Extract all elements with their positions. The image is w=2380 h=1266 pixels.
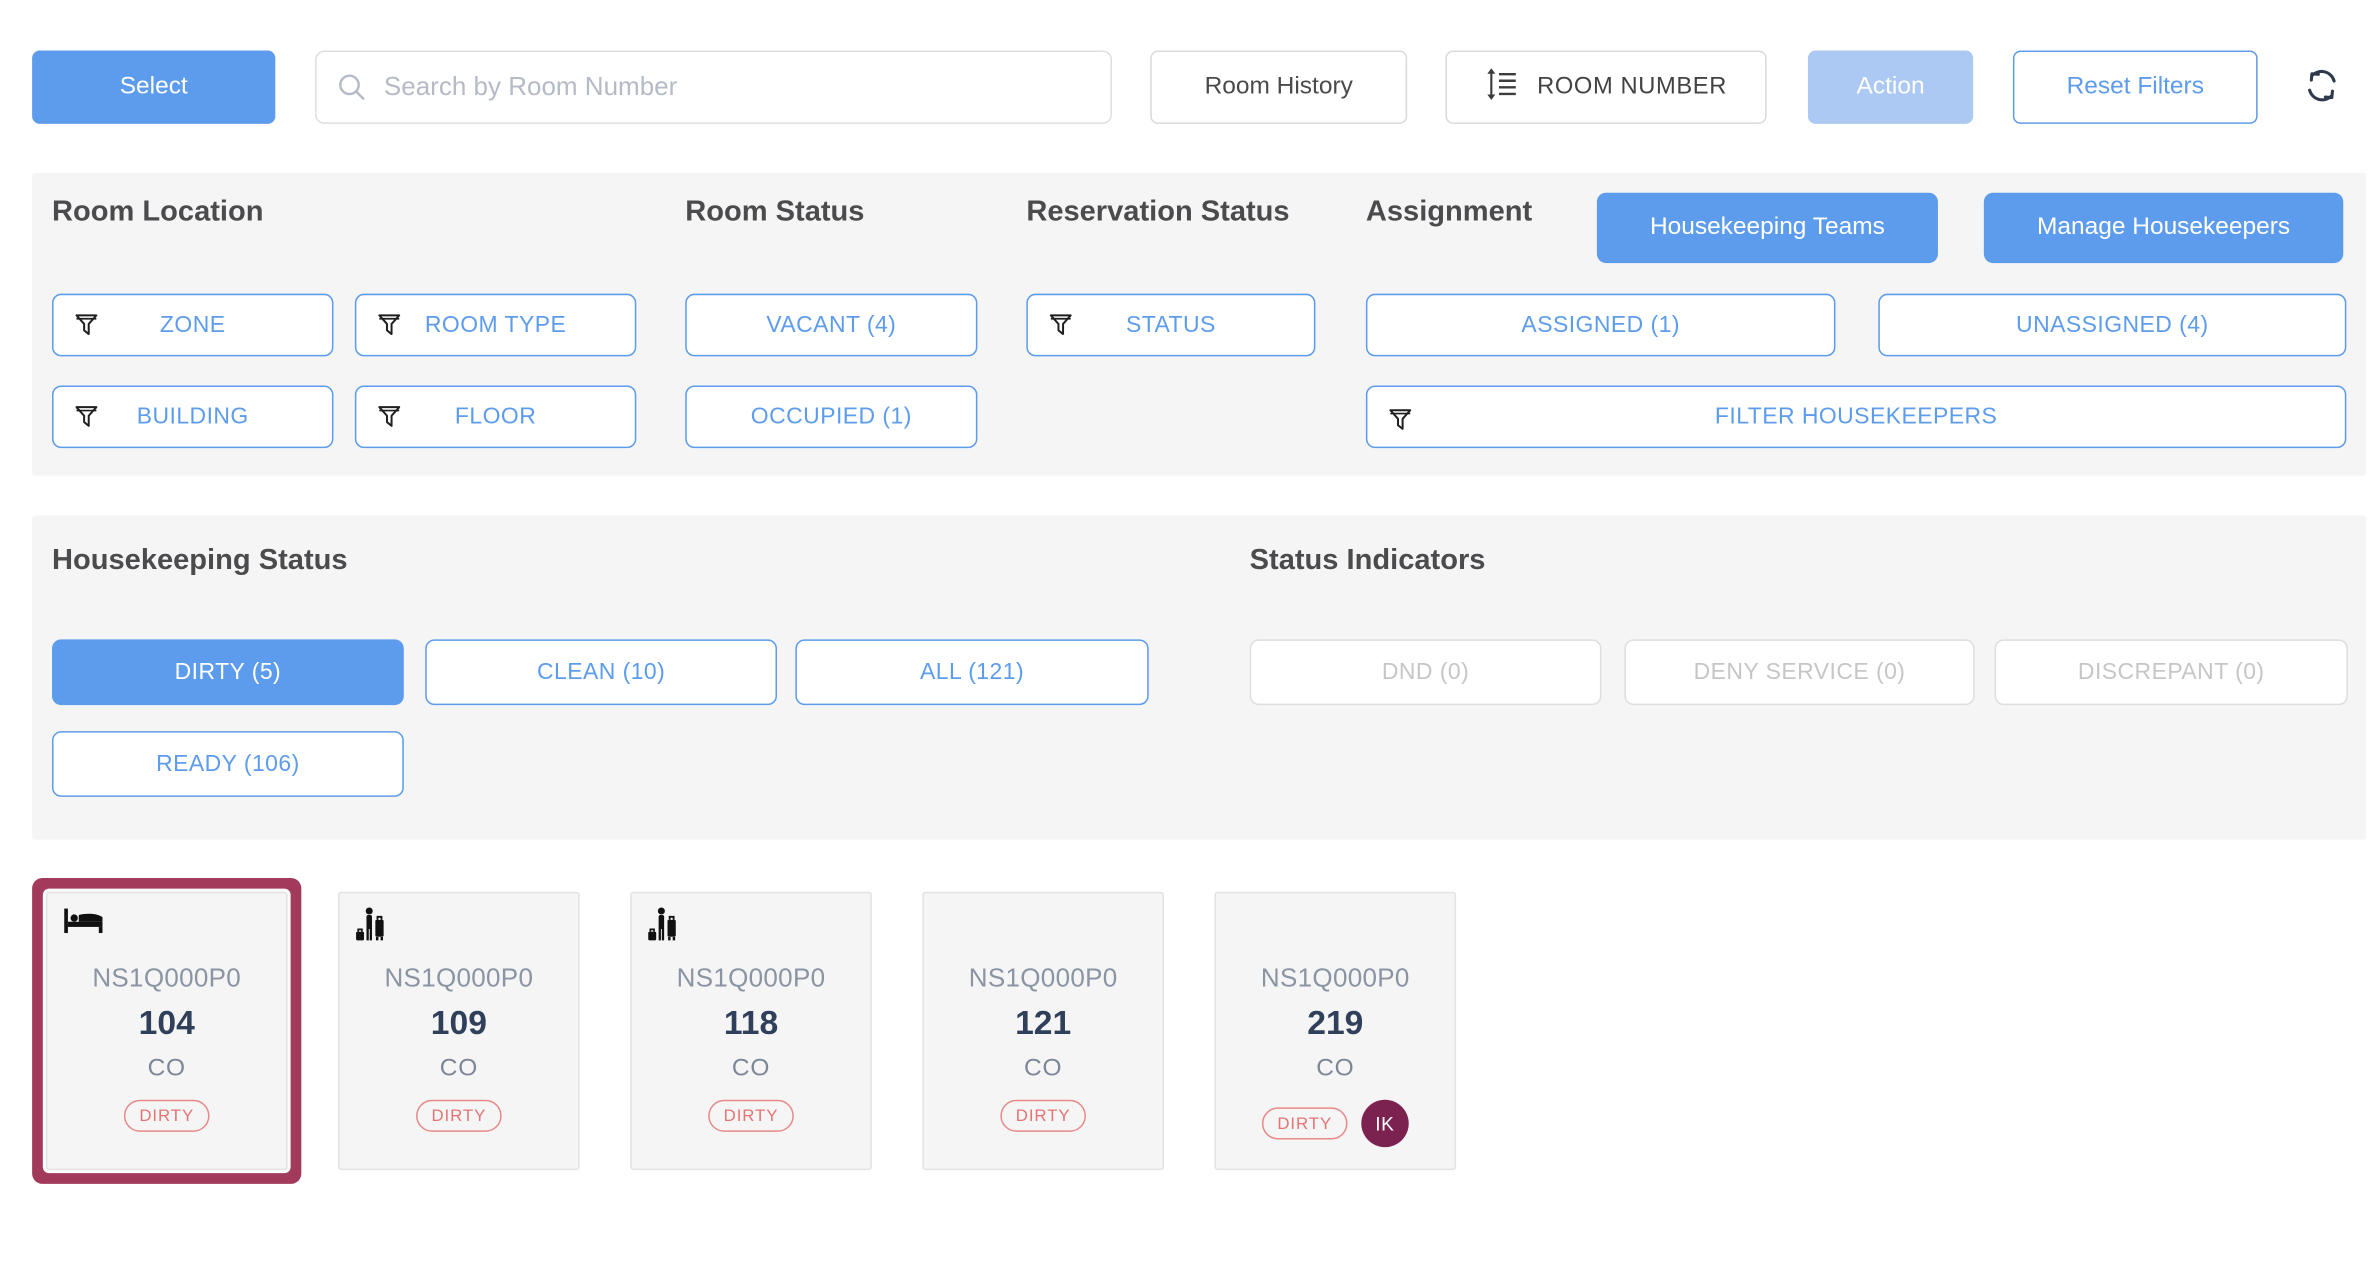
room-number: 109 (430, 1003, 487, 1042)
search-field-wrap (315, 50, 1112, 124)
reservation-status: CO (147, 1055, 186, 1082)
guest-departure-icon (355, 907, 389, 951)
room-history-button[interactable]: Room History (1150, 50, 1408, 124)
manage-housekeepers-button[interactable]: Manage Housekeepers (1983, 192, 2344, 264)
dirty-status-badge: DIRTY (708, 1099, 794, 1132)
sort-amount-icon (1485, 65, 1519, 109)
reset-filters-button[interactable]: Reset Filters (2012, 50, 2258, 124)
floor-filter-button[interactable]: FLOOR (354, 385, 637, 449)
reservation-status: CO (1024, 1055, 1063, 1082)
room-type-code: NS1Q000P0 (384, 963, 534, 993)
funnel-icon (376, 312, 402, 344)
filter-housekeepers-label: FILTER HOUSEKEEPERS (1714, 403, 1998, 430)
refresh-icon (2302, 65, 2342, 109)
topbar: Select Room History ROOM NUMBER (32, 50, 2345, 124)
dnd-indicator-button[interactable]: DND (0) (1249, 639, 1602, 706)
room-type-code: NS1Q000P0 (968, 963, 1118, 993)
room-card-219[interactable]: NS1Q000P0 219 CO DIRTY IK (1214, 891, 1457, 1171)
building-filter-label: BUILDING (136, 403, 249, 430)
sort-label: ROOM NUMBER (1537, 73, 1727, 100)
room-type-code: NS1Q000P0 (1260, 963, 1410, 993)
clean-filter-button[interactable]: CLEAN (10) (425, 639, 778, 706)
select-button[interactable]: Select (32, 50, 276, 124)
all-filter-button[interactable]: ALL (121) (795, 639, 1149, 706)
unassigned-filter-button[interactable]: UNASSIGNED (4) (1878, 293, 2347, 357)
filters-panel: Room Location Room Status Reservation St… (32, 172, 2367, 476)
sort-button[interactable]: ROOM NUMBER (1445, 50, 1767, 124)
action-button[interactable]: Action (1807, 50, 1974, 124)
room-card-list: NS1Q000P0 104 CO DIRTY (45, 891, 1507, 1171)
funnel-icon (73, 404, 99, 436)
dirty-filter-button[interactable]: DIRTY (5) (52, 639, 404, 706)
guest-departure-icon (647, 907, 681, 951)
room-type-filter-label: ROOM TYPE (424, 312, 567, 339)
room-number: 118 (723, 1003, 779, 1042)
filter-housekeepers-button[interactable]: FILTER HOUSEKEEPERS (1365, 385, 2347, 449)
floor-filter-label: FLOOR (454, 403, 537, 430)
room-type-filter-button[interactable]: ROOM TYPE (354, 293, 637, 357)
search-input[interactable] (315, 50, 1112, 124)
housekeeping-status-title: Housekeeping Status (52, 544, 348, 577)
status-indicators-title: Status Indicators (1249, 544, 1486, 577)
zone-filter-label: ZONE (159, 312, 226, 339)
room-card-104[interactable]: NS1Q000P0 104 CO DIRTY (45, 891, 288, 1171)
deny-service-indicator-button[interactable]: DENY SERVICE (0) (1624, 639, 1975, 706)
funnel-icon (376, 404, 402, 436)
discrepant-indicator-button[interactable]: DISCREPANT (0) (1994, 639, 2348, 706)
ready-filter-button[interactable]: READY (106) (52, 731, 404, 797)
reservation-status-filter-button[interactable]: STATUS (1026, 293, 1316, 357)
status-filter-label: STATUS (1125, 312, 1216, 339)
assigned-filter-button[interactable]: ASSIGNED (1) (1365, 293, 1836, 357)
housekeeping-teams-button[interactable]: Housekeeping Teams (1596, 192, 1938, 264)
room-card-121[interactable]: NS1Q000P0 121 CO DIRTY (922, 891, 1164, 1171)
room-number: 104 (138, 1003, 195, 1042)
funnel-icon (73, 312, 99, 344)
dirty-status-badge: DIRTY (416, 1099, 502, 1132)
search-icon (337, 72, 368, 110)
occupied-filter-button[interactable]: OCCUPIED (1) (685, 385, 978, 449)
zone-filter-button[interactable]: ZONE (52, 293, 334, 357)
reservation-status: CO (1316, 1055, 1355, 1082)
room-location-title: Room Location (52, 195, 264, 228)
room-card-118[interactable]: NS1Q000P0 118 CO DIRTY (630, 891, 872, 1171)
housekeeping-status-panel: Housekeeping Status Status Indicators DI… (32, 515, 2367, 840)
funnel-icon (1387, 407, 1413, 439)
room-status-title: Room Status (685, 195, 865, 228)
building-filter-button[interactable]: BUILDING (52, 385, 334, 449)
room-type-code: NS1Q000P0 (676, 963, 826, 993)
refresh-button[interactable] (2299, 64, 2345, 110)
room-card-109[interactable]: NS1Q000P0 109 CO DIRTY (338, 891, 580, 1171)
room-number: 219 (1307, 1003, 1364, 1042)
dirty-status-badge: DIRTY (124, 1099, 210, 1132)
room-type-code: NS1Q000P0 (92, 963, 242, 993)
bed-occupied-icon (63, 907, 104, 942)
housekeeper-initials-badge: IK (1361, 1099, 1409, 1148)
dirty-status-badge: DIRTY (1000, 1099, 1086, 1132)
funnel-icon (1048, 312, 1074, 344)
reservation-status: CO (731, 1055, 771, 1082)
vacant-filter-button[interactable]: VACANT (4) (685, 293, 978, 357)
assignment-title: Assignment (1365, 195, 1533, 228)
reservation-status-title: Reservation Status (1026, 195, 1290, 228)
dirty-status-badge: DIRTY (1262, 1107, 1348, 1140)
reservation-status: CO (439, 1055, 478, 1082)
room-number: 121 (1015, 1003, 1072, 1042)
